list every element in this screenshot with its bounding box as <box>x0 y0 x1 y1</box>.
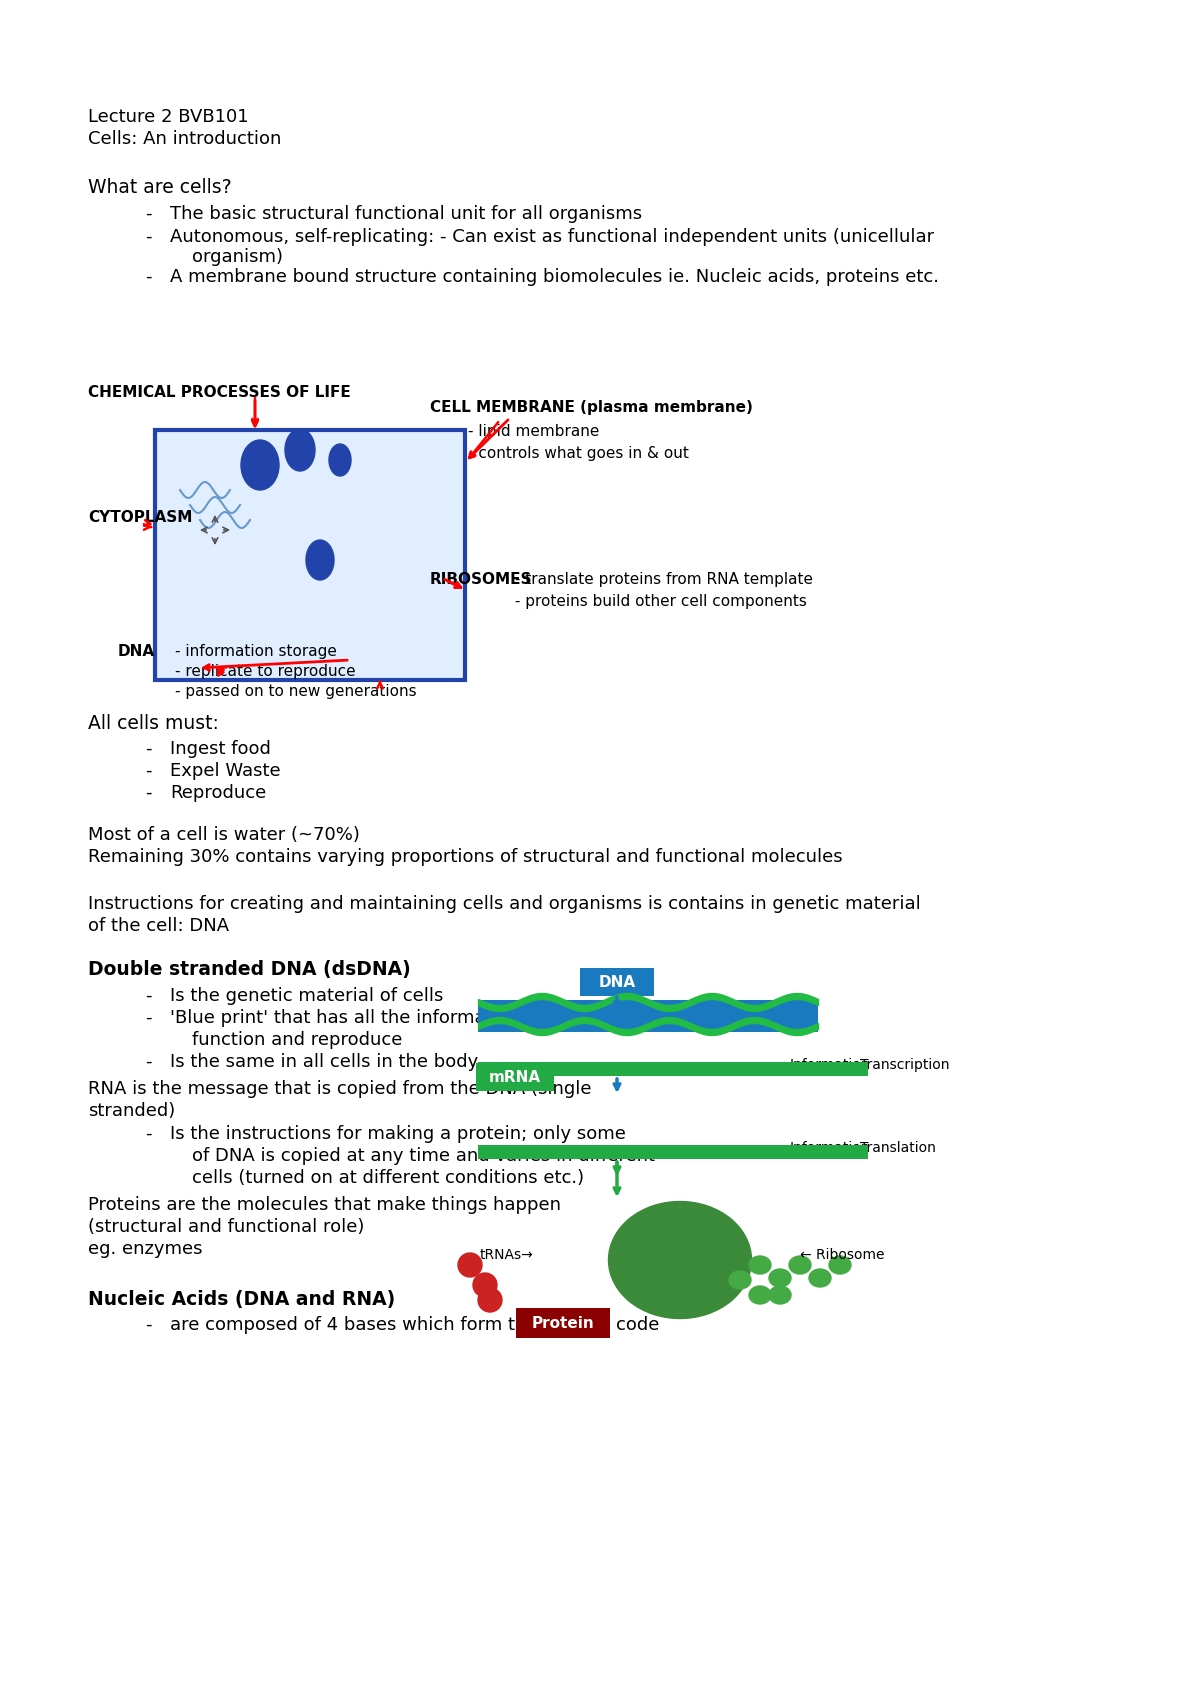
Text: - translate proteins from RNA template: - translate proteins from RNA template <box>510 572 814 588</box>
Text: Cells: An introduction: Cells: An introduction <box>88 131 281 148</box>
Circle shape <box>458 1253 482 1277</box>
Text: mRNA: mRNA <box>488 1070 541 1085</box>
Text: of the cell: DNA: of the cell: DNA <box>88 917 229 936</box>
Ellipse shape <box>790 1257 811 1274</box>
Text: -: - <box>145 740 151 757</box>
Text: tRNAs→: tRNAs→ <box>480 1248 534 1262</box>
Text: Translation: Translation <box>860 1141 936 1155</box>
Text: Lecture 2 BVB101: Lecture 2 BVB101 <box>88 109 248 126</box>
Text: Remaining 30% contains varying proportions of structural and functional molecule: Remaining 30% contains varying proportio… <box>88 847 842 866</box>
Text: are composed of 4 bases which form the genetic code: are composed of 4 bases which form the g… <box>170 1316 659 1335</box>
Text: - passed on to new generations: - passed on to new generations <box>175 684 416 700</box>
Ellipse shape <box>809 1268 830 1287</box>
Text: Information: Information <box>790 1058 870 1071</box>
Text: (structural and functional role): (structural and functional role) <box>88 1217 365 1236</box>
Text: stranded): stranded) <box>88 1102 175 1121</box>
Text: -: - <box>145 205 151 222</box>
Text: CYTOPLASM: CYTOPLASM <box>88 509 192 525</box>
Ellipse shape <box>608 1202 751 1319</box>
Text: 'Blue print' that has all the information for a cell to: 'Blue print' that has all the informatio… <box>170 1009 629 1027</box>
Text: Nucleic Acids (DNA and RNA): Nucleic Acids (DNA and RNA) <box>88 1290 395 1309</box>
Text: Is the genetic material of cells: Is the genetic material of cells <box>170 987 443 1005</box>
Text: organism): organism) <box>192 248 283 267</box>
Text: Double stranded DNA (dsDNA): Double stranded DNA (dsDNA) <box>88 959 410 980</box>
Text: Ingest food: Ingest food <box>170 740 271 757</box>
FancyBboxPatch shape <box>155 430 466 679</box>
Ellipse shape <box>241 440 278 491</box>
Text: - controls what goes in & out: - controls what goes in & out <box>468 447 689 460</box>
FancyBboxPatch shape <box>478 1061 868 1077</box>
Text: - replicate to reproduce: - replicate to reproduce <box>175 664 355 679</box>
FancyBboxPatch shape <box>478 1000 818 1032</box>
Circle shape <box>473 1274 497 1297</box>
Text: Is the instructions for making a protein; only some: Is the instructions for making a protein… <box>170 1126 626 1143</box>
Text: Information: Information <box>790 1141 870 1155</box>
Text: -: - <box>145 784 151 801</box>
Text: - proteins build other cell components: - proteins build other cell components <box>510 594 806 610</box>
Text: Reproduce: Reproduce <box>170 784 266 801</box>
Ellipse shape <box>769 1285 791 1304</box>
Text: CHEMICAL PROCESSES OF LIFE: CHEMICAL PROCESSES OF LIFE <box>88 385 350 401</box>
Ellipse shape <box>306 540 334 581</box>
Text: Transcription: Transcription <box>860 1058 949 1071</box>
Text: Most of a cell is water (~70%): Most of a cell is water (~70%) <box>88 825 360 844</box>
FancyBboxPatch shape <box>516 1307 610 1338</box>
Text: -: - <box>145 1126 151 1143</box>
Text: What are cells?: What are cells? <box>88 178 232 197</box>
Text: DNA: DNA <box>118 644 155 659</box>
Text: -: - <box>145 1009 151 1027</box>
Text: Is the same in all cells in the body: Is the same in all cells in the body <box>170 1053 479 1071</box>
FancyBboxPatch shape <box>478 1144 868 1160</box>
Ellipse shape <box>329 443 352 475</box>
Ellipse shape <box>286 430 314 470</box>
Text: function and reproduce: function and reproduce <box>192 1031 402 1049</box>
Text: Protein: Protein <box>532 1316 594 1331</box>
Text: -: - <box>145 1053 151 1071</box>
Text: cells (turned on at different conditions etc.): cells (turned on at different conditions… <box>192 1168 584 1187</box>
Text: of DNA is copied at any time and varies in different: of DNA is copied at any time and varies … <box>192 1148 655 1165</box>
FancyBboxPatch shape <box>476 1063 554 1092</box>
Text: RIBOSOMES: RIBOSOMES <box>430 572 533 588</box>
Ellipse shape <box>829 1257 851 1274</box>
Text: -: - <box>145 1316 151 1335</box>
Ellipse shape <box>749 1257 772 1274</box>
Text: ← Ribosome: ← Ribosome <box>800 1248 884 1262</box>
Text: -: - <box>145 268 151 285</box>
Circle shape <box>478 1289 502 1313</box>
Text: -: - <box>145 762 151 779</box>
Ellipse shape <box>730 1272 751 1289</box>
Text: -: - <box>145 987 151 1005</box>
Ellipse shape <box>769 1268 791 1287</box>
Text: - lipid membrane: - lipid membrane <box>468 424 599 440</box>
Text: DNA: DNA <box>599 975 636 990</box>
Text: A membrane bound structure containing biomolecules ie. Nucleic acids, proteins e: A membrane bound structure containing bi… <box>170 268 940 285</box>
Text: RNA is the message that is copied from the DNA (single: RNA is the message that is copied from t… <box>88 1080 592 1099</box>
Text: The basic structural functional unit for all organisms: The basic structural functional unit for… <box>170 205 642 222</box>
Text: Autonomous, self-replicating: - Can exist as functional independent units (unice: Autonomous, self-replicating: - Can exis… <box>170 228 934 246</box>
Text: All cells must:: All cells must: <box>88 713 218 734</box>
Text: Proteins are the molecules that make things happen: Proteins are the molecules that make thi… <box>88 1195 562 1214</box>
Text: Instructions for creating and maintaining cells and organisms is contains in gen: Instructions for creating and maintainin… <box>88 895 920 914</box>
Text: CELL MEMBRANE (plasma membrane): CELL MEMBRANE (plasma membrane) <box>430 401 752 414</box>
Text: - information storage: - information storage <box>175 644 337 659</box>
Text: Expel Waste: Expel Waste <box>170 762 281 779</box>
Text: -: - <box>145 228 151 246</box>
Ellipse shape <box>749 1285 772 1304</box>
Text: eg. enzymes: eg. enzymes <box>88 1240 203 1258</box>
FancyBboxPatch shape <box>580 968 654 997</box>
